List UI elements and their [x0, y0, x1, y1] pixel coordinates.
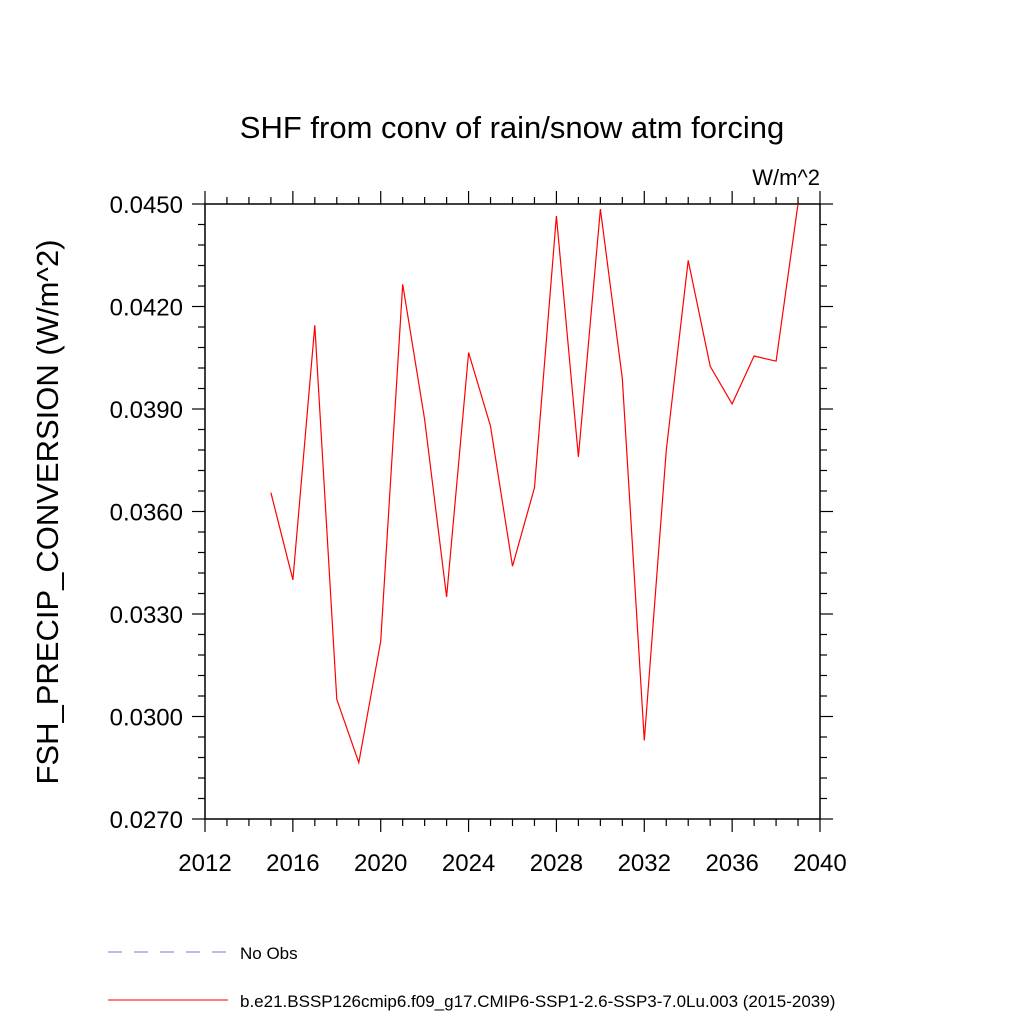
x-tick-label: 2020 [354, 850, 407, 877]
legend: No Obs b.e21.BSSP126cmip6.f09_g17.CMIP6-S… [108, 944, 835, 1011]
x-tick-label: 2032 [618, 850, 671, 877]
legend-label: b.e21.BSSP126cmip6.f09_g17.CMIP6-SSP1-2.… [240, 992, 835, 1011]
x-tick-label: 2040 [793, 850, 846, 877]
y-axis-label: FSH_PRECIP_CONVERSION (W/m^2) [30, 239, 65, 784]
plot-frame [204, 203, 821, 820]
x-tick-label: 2028 [530, 850, 583, 877]
chart-title: SHF from conv of rain/snow atm forcing [240, 110, 784, 145]
legend-label: No Obs [240, 944, 298, 963]
y-tick-label: 0.0360 [110, 500, 183, 527]
units-label: W/m^2 [752, 165, 820, 190]
series-line [270, 203, 799, 765]
x-tick-label: 2012 [178, 850, 231, 877]
x-tick-label: 2024 [442, 850, 495, 877]
x-tick-label: 2016 [266, 850, 319, 877]
y-tick-label: 0.0420 [110, 295, 183, 322]
y-tick-label: 0.0300 [110, 705, 183, 732]
x-axis: 2012 2016 2020 2024 2028 2032 2036 2040 [178, 191, 847, 877]
y-tick-label: 0.0390 [110, 397, 183, 424]
y-tick-label: 0.0450 [110, 192, 183, 219]
y-axis: 0.0270 0.0300 0.0330 0.0360 0.0390 0.0420 0.04… [110, 192, 833, 834]
y-tick-label: 0.0270 [110, 807, 183, 834]
x-tick-label: 2036 [705, 850, 758, 877]
series-layer [270, 203, 799, 765]
y-tick-label: 0.0330 [110, 602, 183, 629]
